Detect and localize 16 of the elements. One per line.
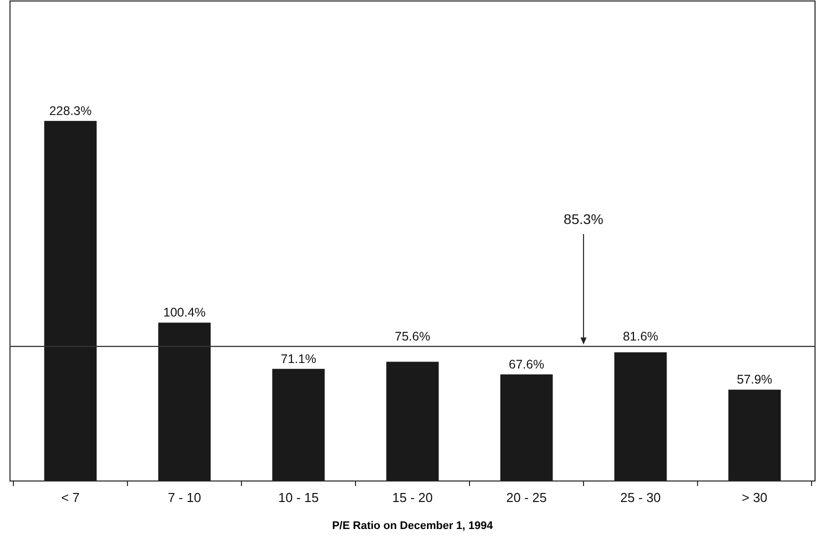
data-label: 71.1% xyxy=(280,352,316,366)
x-tick-label: < 7 xyxy=(61,490,80,506)
x-tick-label: 10 - 15 xyxy=(278,490,319,506)
data-label: 57.9% xyxy=(736,372,772,387)
ref-line-label: 85.3% xyxy=(564,211,604,227)
data-label: 81.6% xyxy=(622,329,658,344)
x-tick-label: > 30 xyxy=(742,490,768,506)
data-label: 75.6% xyxy=(394,329,430,344)
data-label: 67.6% xyxy=(508,357,544,372)
data-label: 100.4% xyxy=(163,306,206,320)
x-tick-label: 15 - 20 xyxy=(392,490,433,506)
x-axis-title: P/E Ratio on December 1, 1994 xyxy=(332,520,494,532)
data-label: 228.3% xyxy=(49,104,92,118)
x-tick-label: 20 - 25 xyxy=(506,490,547,506)
x-tick-label: 25 - 30 xyxy=(620,490,661,506)
x-tick-label: 7 - 10 xyxy=(168,490,202,506)
